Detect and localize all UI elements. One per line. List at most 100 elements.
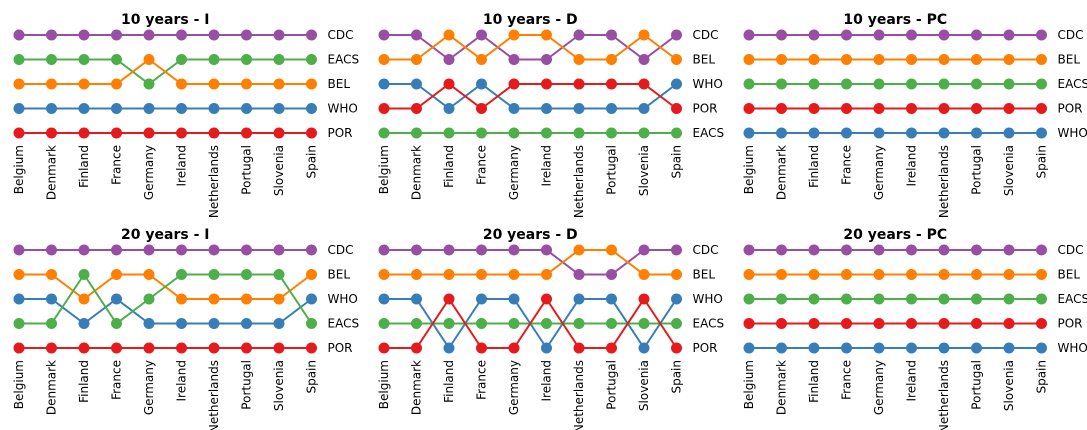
data-point-who xyxy=(13,103,25,114)
data-point-cdc xyxy=(208,29,220,41)
data-point-por xyxy=(306,127,317,139)
rank-label: WHO xyxy=(693,77,723,91)
x-tick-label: Germany xyxy=(872,360,886,415)
data-point-bel xyxy=(208,293,220,305)
data-point-who xyxy=(13,293,25,305)
data-point-cdc xyxy=(13,29,25,41)
x-tick-label: France xyxy=(840,145,854,185)
data-point-por xyxy=(1003,103,1015,114)
data-point-bel xyxy=(306,78,317,90)
x-tick-label: Germany xyxy=(142,145,156,200)
series-line-who xyxy=(19,297,313,325)
data-point-por xyxy=(208,127,220,139)
data-point-cdc xyxy=(508,244,520,256)
panel-title: 10 years - D xyxy=(483,12,578,28)
data-point-who xyxy=(241,318,252,329)
data-point-who xyxy=(378,293,390,305)
data-point-bel xyxy=(606,244,617,256)
data-point-eacs xyxy=(443,318,455,329)
data-point-cdc xyxy=(241,29,252,41)
panel-title: 20 years - I xyxy=(121,227,209,243)
data-point-eacs xyxy=(938,293,950,305)
data-point-bel xyxy=(606,54,617,65)
data-point-por xyxy=(476,103,487,114)
x-tick-label: Finland xyxy=(77,360,91,403)
data-point-eacs xyxy=(143,78,155,90)
data-point-who xyxy=(743,342,755,354)
x-tick-label: Belgium xyxy=(742,145,756,194)
rank-label: BEL xyxy=(693,268,716,282)
data-point-eacs xyxy=(176,54,187,65)
data-point-eacs xyxy=(78,269,90,280)
x-tick-label: France xyxy=(475,360,489,400)
data-point-por xyxy=(938,318,950,329)
data-point-bel xyxy=(638,29,650,41)
data-point-who xyxy=(541,103,552,114)
data-point-por xyxy=(273,127,285,139)
x-tick-label: Germany xyxy=(507,145,521,200)
data-point-cdc xyxy=(111,244,122,256)
data-point-who xyxy=(606,103,617,114)
data-point-who xyxy=(671,78,682,90)
data-point-cdc xyxy=(671,29,682,41)
data-point-eacs xyxy=(78,54,90,65)
data-point-por xyxy=(743,103,755,114)
data-point-who xyxy=(1036,127,1047,139)
data-point-eacs xyxy=(776,78,787,90)
data-point-bel xyxy=(443,29,455,41)
data-point-bel xyxy=(476,269,487,280)
data-point-por xyxy=(111,127,122,139)
data-point-bel xyxy=(776,54,787,65)
data-point-por xyxy=(78,127,90,139)
x-tick-label: Spain xyxy=(1035,145,1049,179)
data-point-who xyxy=(1003,127,1015,139)
data-point-who xyxy=(273,318,285,329)
data-point-who xyxy=(111,293,122,305)
data-point-cdc xyxy=(938,29,950,41)
data-point-cdc xyxy=(13,244,25,256)
data-point-eacs xyxy=(841,78,852,90)
x-tick-label: Finland xyxy=(807,360,821,403)
data-point-who xyxy=(671,293,682,305)
x-tick-label: Denmark xyxy=(410,145,424,200)
data-point-cdc xyxy=(541,54,552,65)
x-tick-label: Netherlands xyxy=(937,360,951,430)
x-tick-label: Denmark xyxy=(45,360,59,415)
data-point-cdc xyxy=(143,29,155,41)
data-point-cdc xyxy=(176,29,187,41)
data-point-cdc xyxy=(743,244,755,256)
data-point-who xyxy=(606,293,617,305)
data-point-who xyxy=(508,293,520,305)
data-point-eacs xyxy=(411,318,422,329)
data-point-cdc xyxy=(306,29,317,41)
data-point-bel xyxy=(241,78,252,90)
data-point-por xyxy=(541,293,552,305)
data-point-por xyxy=(1036,103,1047,114)
rank-label: WHO xyxy=(328,292,358,306)
data-point-por xyxy=(111,342,122,354)
data-point-eacs xyxy=(208,54,220,65)
data-point-eacs xyxy=(46,318,57,329)
data-point-bel xyxy=(743,54,755,65)
data-point-por xyxy=(541,78,552,90)
data-point-eacs xyxy=(841,293,852,305)
data-point-bel xyxy=(776,269,787,280)
data-point-who xyxy=(273,103,285,114)
data-point-por xyxy=(873,318,885,329)
rank-label: POR xyxy=(693,341,718,355)
data-point-cdc xyxy=(638,54,650,65)
data-point-who xyxy=(46,293,57,305)
data-point-eacs xyxy=(411,127,422,139)
data-point-who xyxy=(1036,342,1047,354)
rank-label: CDC xyxy=(1058,243,1084,257)
data-point-eacs xyxy=(906,293,917,305)
rank-label: EACS xyxy=(328,53,360,67)
data-point-bel xyxy=(78,78,90,90)
x-tick-label: Portugal xyxy=(970,360,984,410)
data-point-bel xyxy=(1036,54,1047,65)
x-tick-label: Germany xyxy=(507,360,521,415)
data-point-cdc xyxy=(476,29,487,41)
data-point-eacs xyxy=(906,78,917,90)
data-point-who xyxy=(906,127,917,139)
data-point-por xyxy=(443,293,455,305)
